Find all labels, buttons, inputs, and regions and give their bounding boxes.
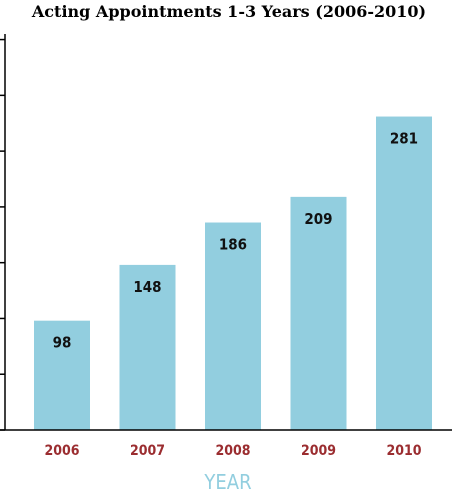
bar-value-label: 281 xyxy=(390,130,418,148)
x-tick-label: 2010 xyxy=(386,443,421,459)
chart-title: Acting Appointments 1-3 Years (2006-2010… xyxy=(31,2,427,21)
bar xyxy=(290,196,347,430)
x-tick-label: 2009 xyxy=(301,443,336,459)
x-tick-label: 2007 xyxy=(130,443,165,459)
bar xyxy=(34,320,90,430)
axes-layer xyxy=(0,34,452,431)
x-axis-title: YEAR xyxy=(203,470,251,494)
bar-value-label: 209 xyxy=(304,210,332,228)
labels-layer: 98 2006 148 2007 186 2008 209 2009 281 2010 YEAR xyxy=(44,130,421,494)
bar-value-label: 98 xyxy=(53,334,72,352)
bar xyxy=(119,264,176,430)
bar xyxy=(376,116,432,430)
x-tick-label: 2006 xyxy=(44,443,79,459)
bars-layer xyxy=(34,116,432,430)
bar-value-label: 186 xyxy=(219,236,247,254)
x-tick-label: 2008 xyxy=(215,443,250,459)
bar xyxy=(205,222,261,430)
bar-value-label: 148 xyxy=(133,278,161,296)
